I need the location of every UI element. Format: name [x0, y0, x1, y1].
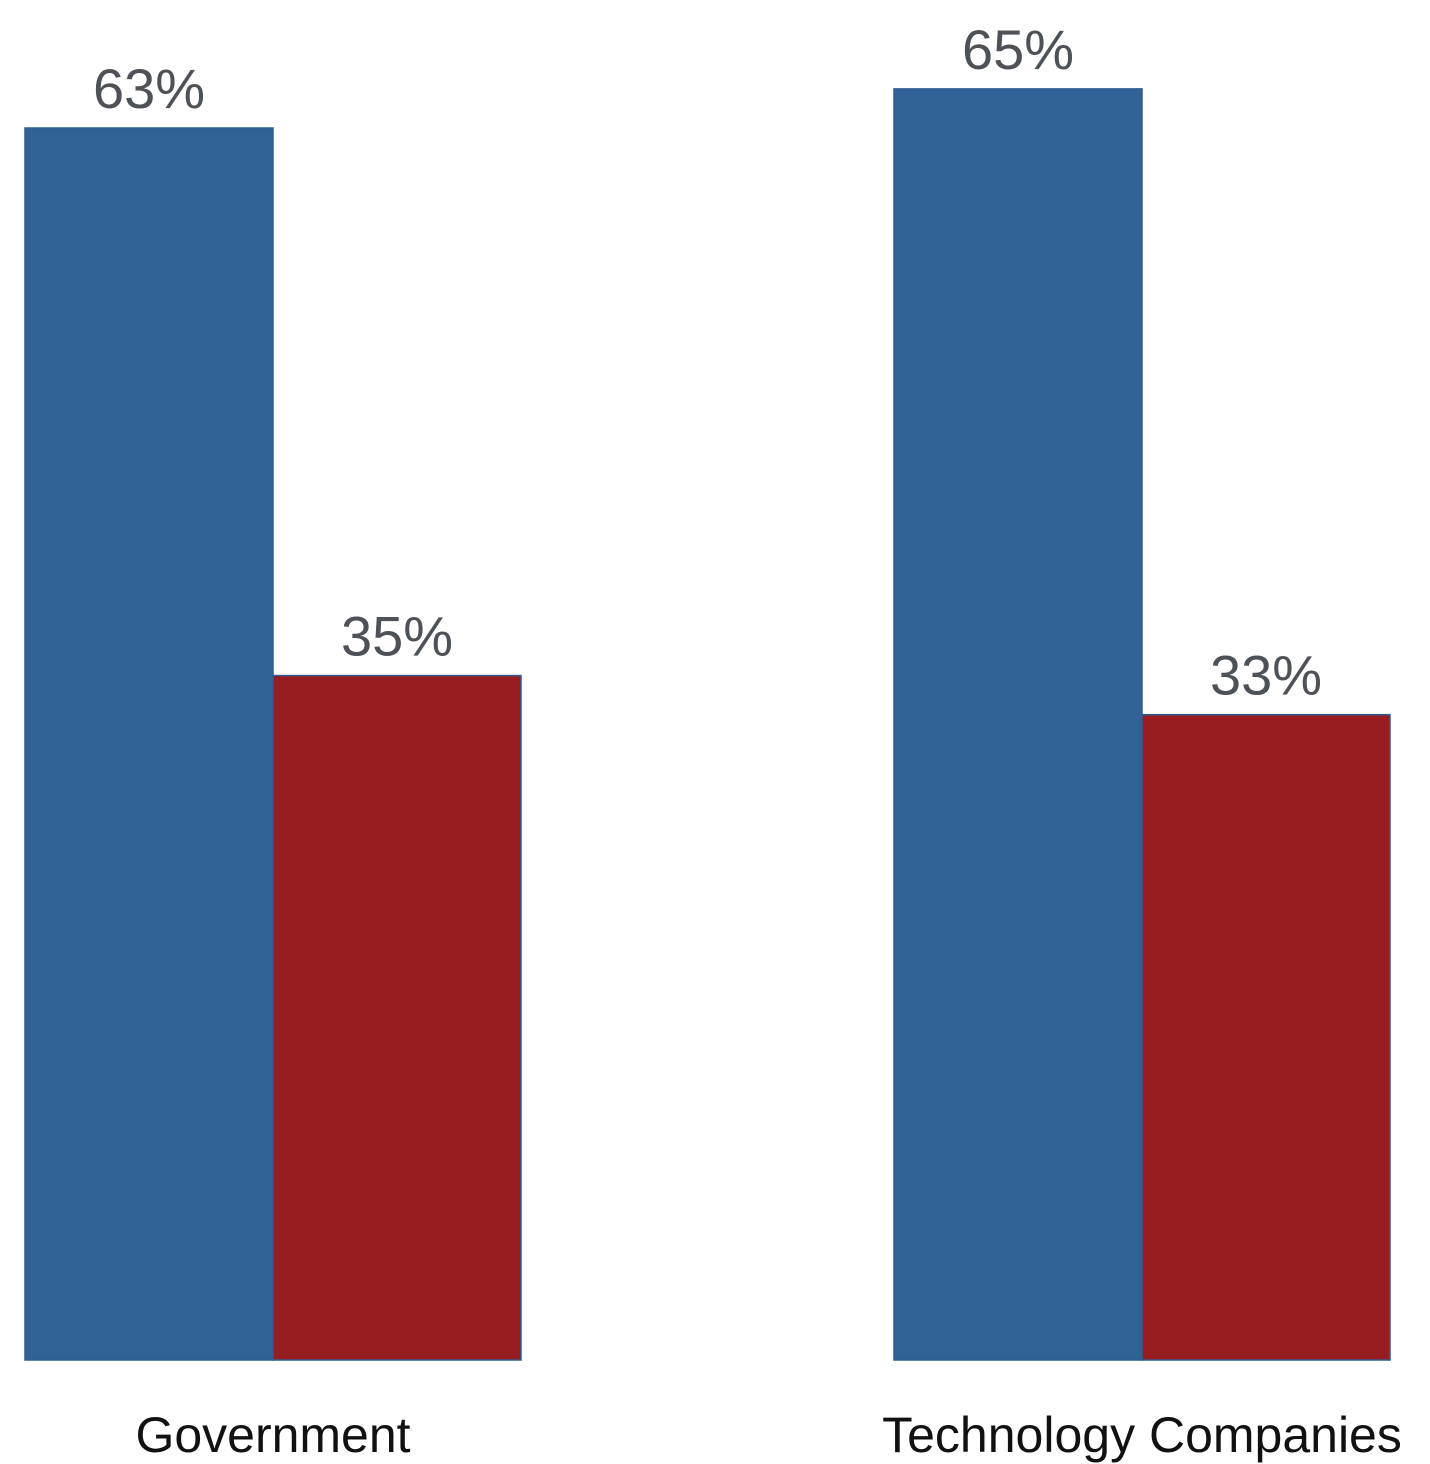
category-labels-layer: Government Technology Companies	[135, 1407, 1401, 1463]
bar-1-2	[272, 674, 522, 1361]
value-labels-layer: 63% 35% 65% 33%	[93, 18, 1322, 707]
bar-1-1	[24, 127, 274, 1361]
value-label-1-1: 63%	[93, 57, 205, 120]
bars-layer	[24, 88, 1391, 1361]
value-label-2-1: 65%	[962, 18, 1074, 81]
category-label-1: Government	[135, 1407, 410, 1463]
bar-2-1	[893, 88, 1143, 1361]
bar-2-2	[1141, 713, 1391, 1361]
value-label-1-2: 35%	[341, 605, 453, 668]
category-label-2: Technology Companies	[882, 1407, 1402, 1463]
value-label-2-2: 33%	[1210, 644, 1322, 707]
